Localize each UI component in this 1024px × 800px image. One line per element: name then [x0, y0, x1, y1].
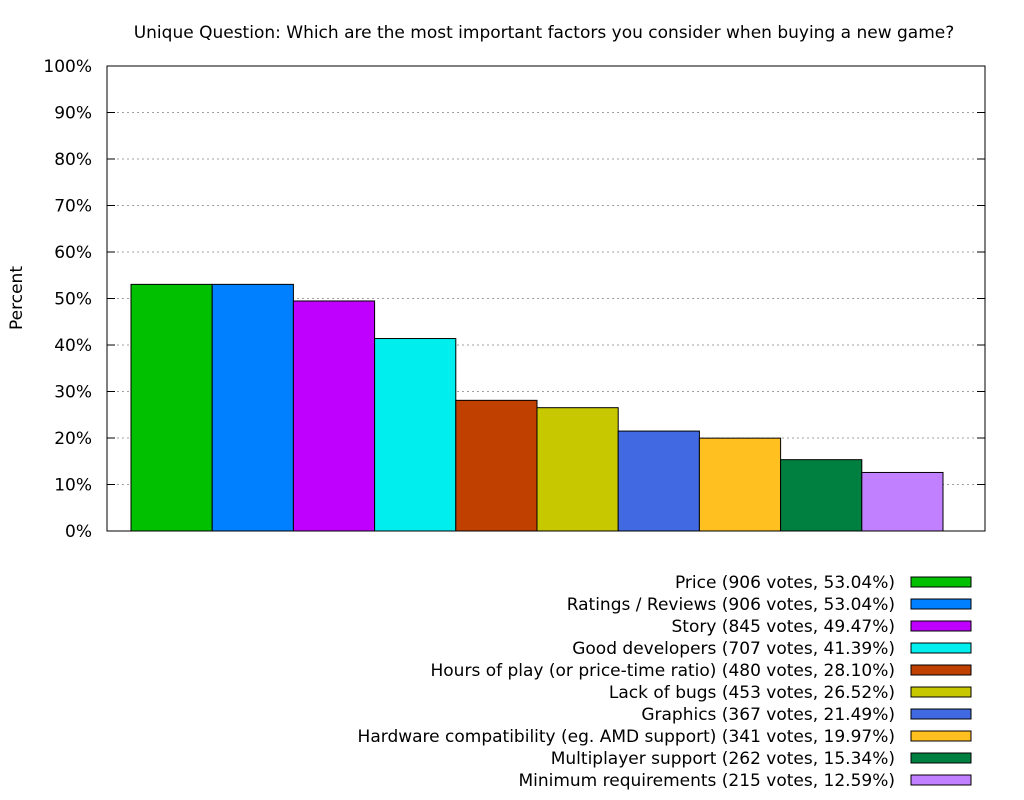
y-tick-label: 50%	[54, 290, 92, 310]
legend-swatch	[910, 664, 972, 676]
bar	[536, 407, 619, 532]
legend-swatch	[910, 598, 972, 610]
plot-frame	[106, 65, 986, 532]
bars	[130, 283, 944, 532]
legend-label: Multiplayer support (262 votes, 15.34%)	[551, 749, 895, 769]
legend-label: Graphics (367 votes, 21.49%)	[641, 705, 895, 725]
legend-label: Hardware compatibility (eg. AMD support)…	[358, 727, 895, 747]
bar	[374, 338, 457, 532]
bar	[211, 283, 294, 532]
y-tick-label: 100%	[43, 57, 92, 77]
legend-label: Minimum requirements (215 votes, 12.59%)	[518, 771, 895, 791]
bar	[455, 399, 538, 532]
y-tick-label: 60%	[54, 243, 92, 263]
legend-swatch	[910, 686, 972, 698]
legend-swatch	[910, 620, 972, 632]
y-tick-label: 10%	[54, 476, 92, 496]
y-tick-label: 70%	[54, 197, 92, 217]
legend-swatch	[910, 730, 972, 742]
legend-label: Lack of bugs (453 votes, 26.52%)	[609, 683, 895, 703]
legend-swatch	[910, 708, 972, 720]
bar	[292, 300, 376, 532]
legend: Price (906 votes, 53.04%)Ratings / Revie…	[358, 573, 972, 791]
y-tick-label: 0%	[65, 522, 92, 542]
bar	[861, 471, 944, 532]
y-tick-label: 80%	[54, 150, 92, 170]
legend-label: Hours of play (or price-time ratio) (480…	[431, 661, 896, 681]
legend-label: Story (845 votes, 49.47%)	[672, 617, 896, 637]
legend-swatch	[910, 576, 972, 588]
y-axis-label: Percent	[7, 266, 27, 330]
legend-label: Ratings / Reviews (906 votes, 53.04%)	[567, 595, 895, 615]
y-tick-label: 90%	[54, 104, 92, 124]
legend-swatch	[910, 642, 972, 654]
legend-swatch	[910, 774, 972, 786]
y-tick-label: 20%	[54, 429, 92, 449]
bar	[698, 437, 782, 532]
bar	[617, 430, 700, 532]
y-tick-label: 30%	[54, 383, 92, 403]
legend-label: Price (906 votes, 53.04%)	[675, 573, 895, 593]
bar	[780, 459, 863, 532]
legend-swatch	[910, 752, 972, 764]
bar	[130, 283, 213, 532]
legend-label: Good developers (707 votes, 41.39%)	[572, 639, 895, 659]
y-tick-label: 40%	[54, 336, 92, 356]
chart-title: Unique Question: Which are the most impo…	[134, 23, 955, 43]
y-axis: 0% 10% 20% 30% 40% 50% 60% 70% 80% 90% 100%	[43, 57, 985, 542]
